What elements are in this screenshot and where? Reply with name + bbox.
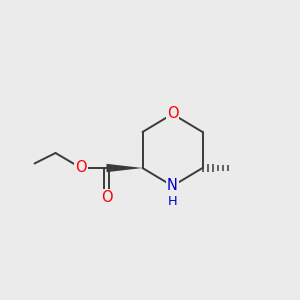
Text: O: O	[167, 106, 178, 122]
Text: N: N	[167, 178, 178, 194]
Text: O: O	[75, 160, 87, 175]
Text: H: H	[168, 195, 177, 208]
Polygon shape	[106, 164, 142, 172]
Text: O: O	[101, 190, 112, 206]
